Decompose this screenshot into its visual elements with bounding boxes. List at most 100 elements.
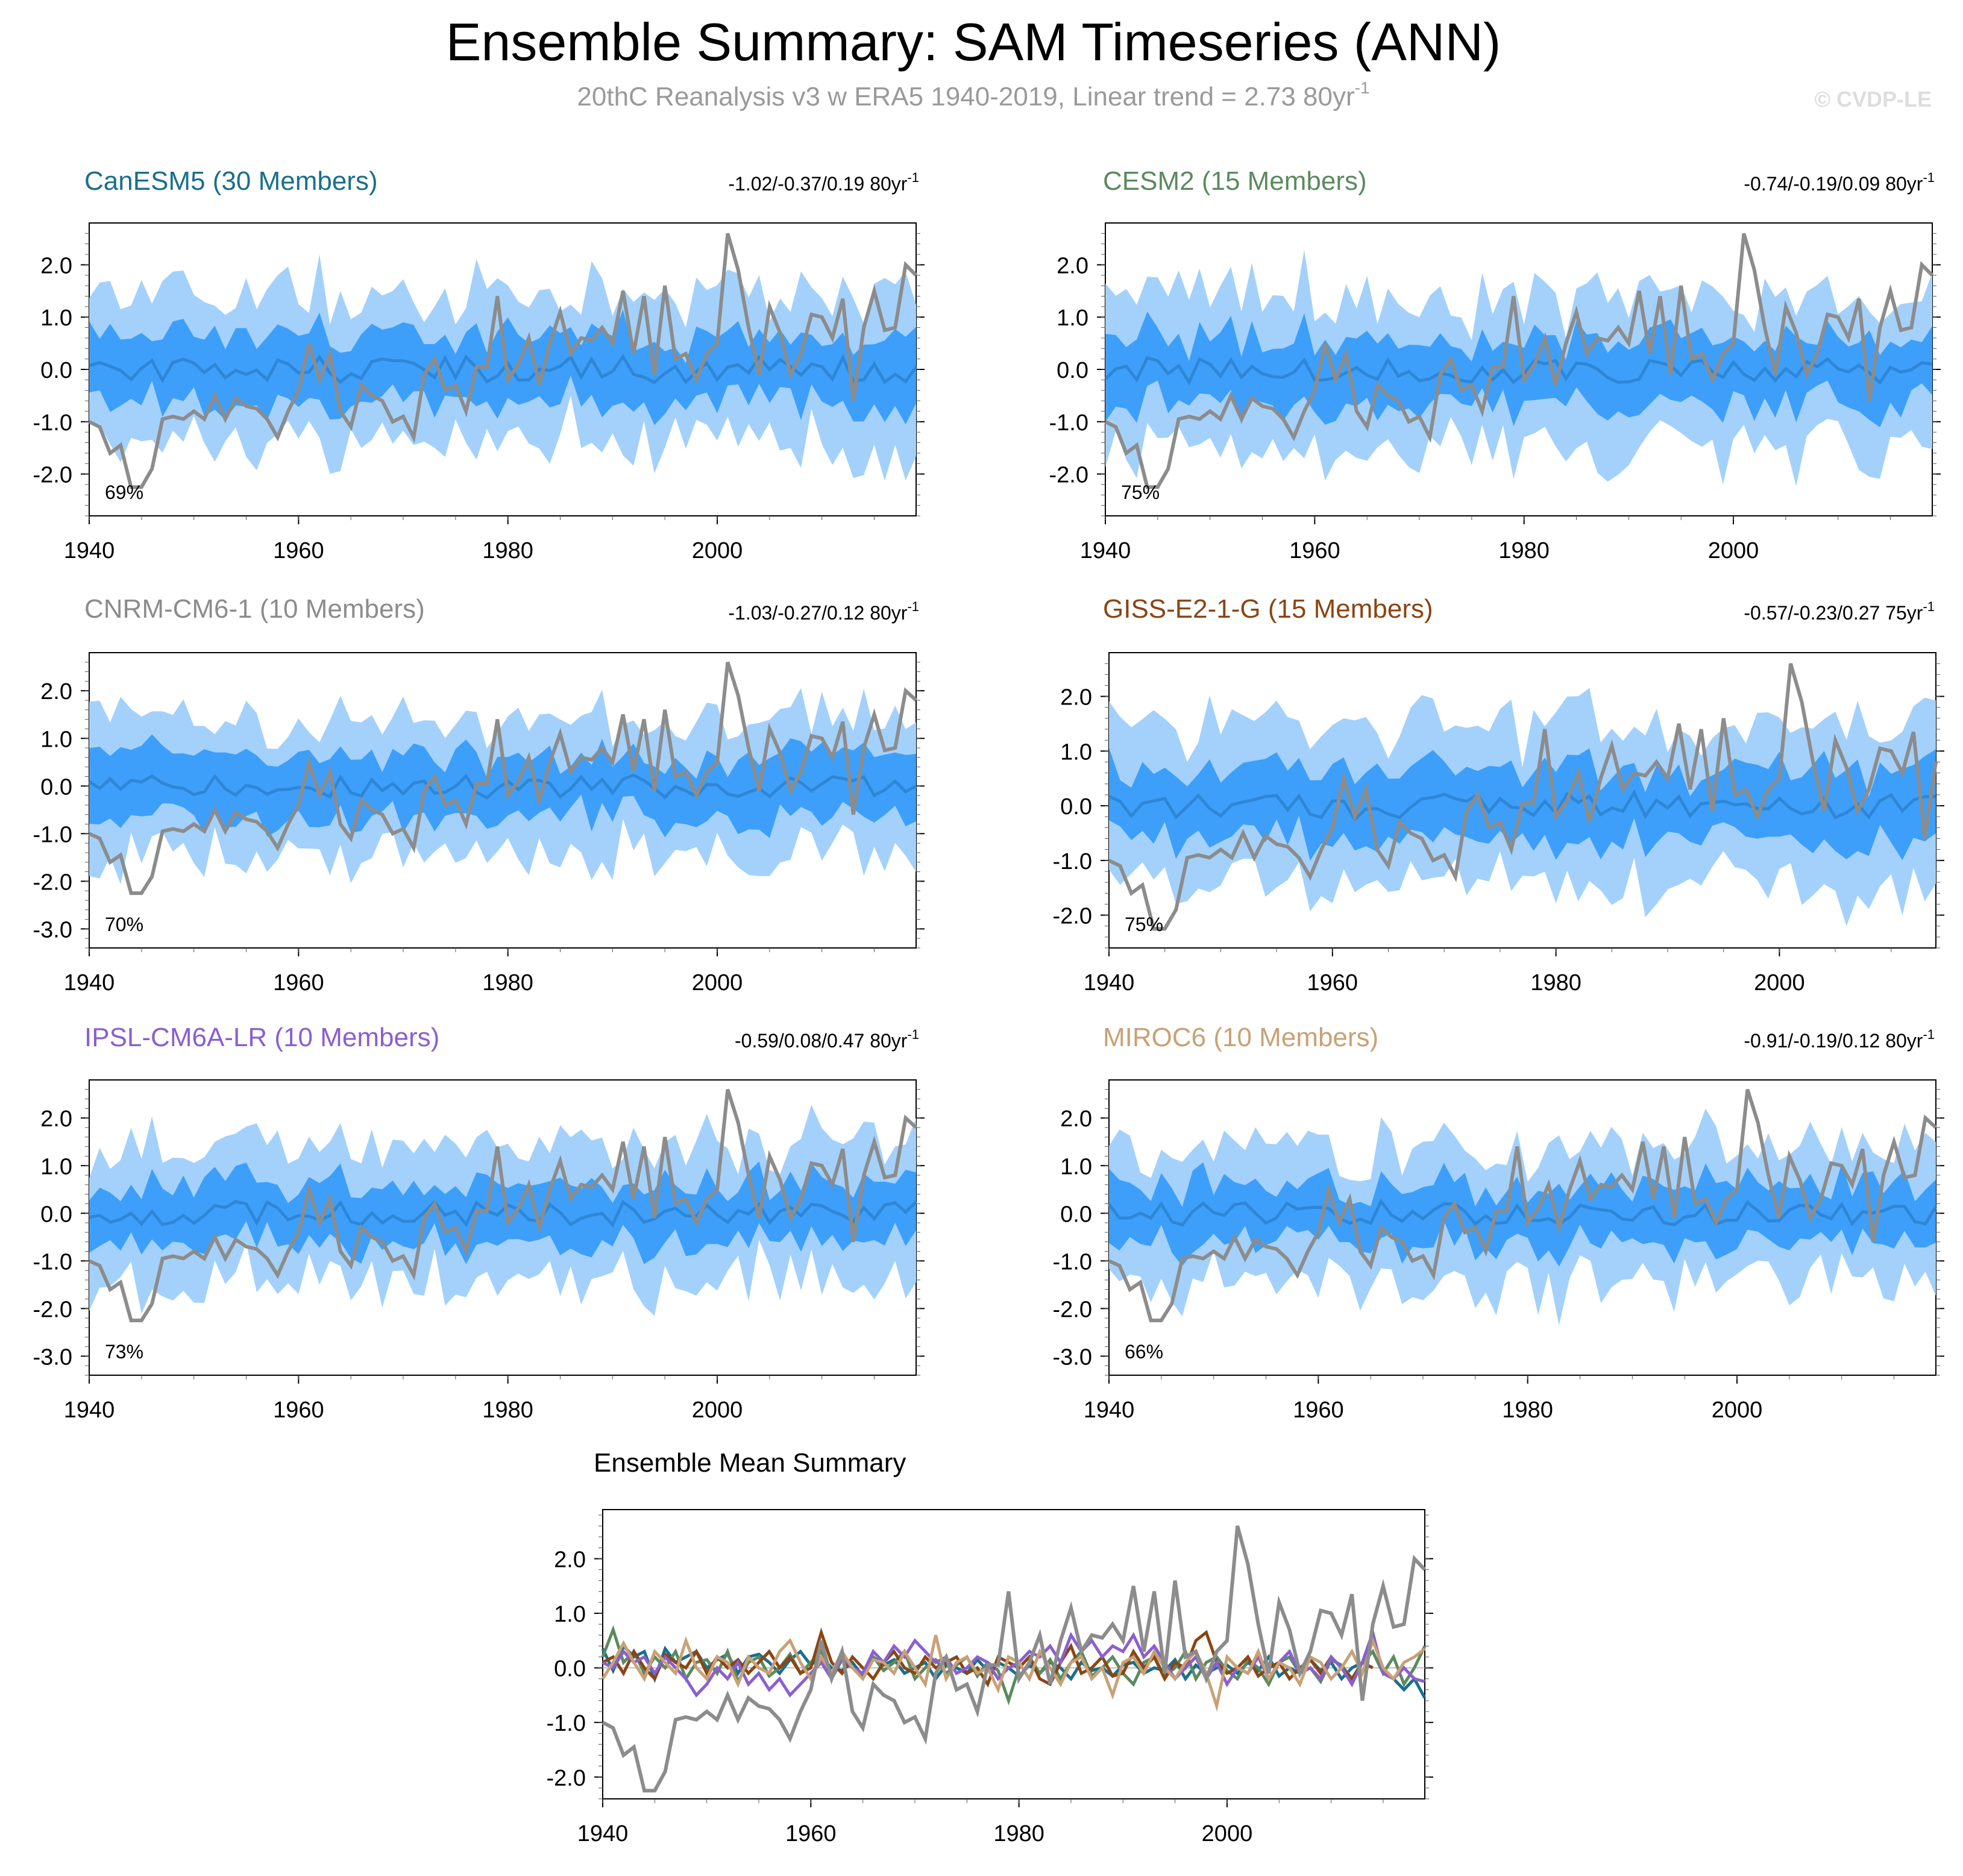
percentile-rank-label: 73% [105, 1341, 143, 1363]
model-mean-line [601, 1643, 1427, 1699]
percentile-rank-label: 75% [1125, 914, 1163, 935]
x-tick-label: 1940 [1080, 538, 1131, 563]
trend-range-superscript: -1 [907, 599, 919, 614]
y-tick-label: 2.0 [1060, 685, 1092, 711]
model-mean-line [601, 1627, 1374, 1688]
panel-title: GISS-E2-1-G (15 Members) [1103, 594, 1433, 624]
x-tick-label: 1940 [1084, 970, 1135, 996]
y-tick-label: 0.0 [1060, 794, 1092, 820]
trend-range-superscript: -1 [907, 170, 919, 185]
trend-range-text: -0.91/-0.19/0.12 80yr [1744, 1030, 1923, 1052]
observed-sam-line [88, 661, 918, 896]
model-panel: 2.0 1.0 0.0 -1.0 -2.0 -3.0 1940 1960 1980 2000 MIR… [1053, 1023, 1944, 1423]
model-mean-line [601, 1634, 1426, 1712]
y-tick-label: -1.0 [33, 822, 72, 847]
x-tick-label: 1960 [1293, 1398, 1344, 1423]
y-tick-label: 2.0 [554, 1548, 586, 1573]
y-tick-label: 2.0 [40, 253, 72, 278]
trend-range-text: -1.03/-0.27/0.12 80yr [728, 602, 907, 624]
summary-title: Ensemble Mean Summary [594, 1448, 906, 1478]
y-tick-label: 1.0 [40, 1154, 72, 1179]
y-tick-label: 0.0 [554, 1657, 586, 1682]
model-panel: 2.0 1.0 0.0 -1.0 -2.0 1940 1960 1980 2000 CanESM5… [33, 166, 925, 563]
y-tick-label: -1.0 [547, 1711, 586, 1736]
y-tick-label: 1.0 [554, 1602, 586, 1627]
y-tick-label: -2.0 [1053, 1297, 1092, 1322]
trend-range-label: -1.03/-0.27/0.12 80yr-1 [728, 599, 919, 624]
panel-title: CNRM-CM6-1 (10 Members) [84, 594, 425, 624]
x-tick-label: 2000 [1708, 538, 1759, 563]
x-tick-label: 1940 [64, 970, 115, 996]
y-tick-label: 1.0 [40, 306, 72, 331]
trend-range-label: -0.91/-0.19/0.12 80yr-1 [1744, 1027, 1935, 1052]
observed-sam-line [88, 1088, 918, 1323]
ensemble-mean-line [89, 354, 918, 384]
y-tick-label: 1.0 [40, 727, 72, 752]
x-tick-label: 1960 [1289, 538, 1340, 563]
y-tick-label: 1.0 [1057, 306, 1088, 331]
model-panel: 2.0 1.0 0.0 -1.0 -2.0 1940 1960 1980 2000 GISS-E2… [1053, 594, 1944, 996]
trend-range-text: -0.57/-0.23/0.27 75yr [1744, 602, 1923, 624]
observed-sam-line [1108, 1088, 1938, 1323]
model-panel: 2.0 1.0 0.0 -1.0 -2.0 -3.0 1940 1960 1980 2000 CNR… [33, 594, 925, 996]
x-tick-label: 1960 [273, 970, 324, 996]
trend-range-label: -0.57/-0.23/0.27 75yr-1 [1744, 599, 1935, 624]
x-tick-label: 1960 [785, 1821, 837, 1846]
trend-range-label: -1.02/-0.37/0.19 80yr-1 [728, 170, 919, 195]
percentile-rank-label: 66% [1125, 1341, 1163, 1363]
watermark: © CVDP-LE [1814, 87, 1932, 111]
y-tick-label: -3.0 [33, 917, 72, 943]
model-panel: 2.0 1.0 0.0 -1.0 -2.0 1940 1960 1980 2000 CESM2 (… [1049, 166, 1941, 563]
ensemble-mean-line [1104, 356, 1933, 386]
y-tick-label: -2.0 [33, 463, 72, 488]
figure-subtitle: 20thC Reanalysis v3 w ERA5 1940-2019, Li… [577, 78, 1369, 111]
percentile-rank-label: 75% [1121, 482, 1160, 503]
x-tick-label: 1980 [1530, 970, 1581, 996]
x-tick-label: 1980 [1498, 538, 1550, 563]
trend-range-label: -0.59/0.08/0.47 80yr-1 [735, 1027, 919, 1052]
ensemble-mean-line [88, 773, 917, 800]
panel-grid: 2.0 1.0 0.0 -1.0 -2.0 1940 1960 1980 2000 CanESM5… [33, 166, 1944, 1423]
y-tick-label: 0.0 [40, 774, 72, 800]
observed-sam-line [88, 233, 918, 489]
y-tick-label: -2.0 [547, 1766, 586, 1791]
x-tick-label: 1940 [577, 1821, 629, 1846]
y-tick-label: 2.0 [40, 679, 72, 704]
panel-title: MIROC6 (10 Members) [1103, 1023, 1378, 1052]
x-tick-label: 1960 [273, 1398, 324, 1423]
x-tick-label: 1940 [64, 1398, 115, 1423]
y-tick-label: 0.0 [40, 358, 72, 383]
y-tick-label: -1.0 [1053, 849, 1092, 874]
observed-sam-line [1108, 663, 1938, 931]
observed-sam-line [601, 1525, 1427, 1793]
x-tick-label: 2000 [1754, 970, 1805, 996]
x-tick-label: 2000 [1202, 1821, 1253, 1846]
y-tick-label: 0.0 [1057, 358, 1088, 383]
observed-sam-line [1104, 233, 1934, 489]
y-tick-label: 0.0 [1060, 1202, 1092, 1227]
x-tick-label: 1960 [1307, 970, 1358, 996]
ensemble-mean-line [89, 1199, 917, 1228]
y-tick-label: -2.0 [1053, 904, 1092, 929]
panel-title: IPSL-CM6A-LR (10 Members) [84, 1023, 439, 1052]
y-tick-label: -1.0 [1053, 1249, 1092, 1275]
y-tick-label: -3.0 [1053, 1344, 1092, 1370]
y-tick-label: -2.0 [33, 1297, 72, 1322]
percentile-rank-label: 70% [105, 914, 143, 935]
x-tick-label: 1980 [482, 1398, 533, 1423]
trend-range-text: -0.59/0.08/0.47 80yr [735, 1030, 908, 1052]
x-tick-label: 1980 [482, 970, 533, 996]
trend-range-superscript: -1 [1923, 1027, 1935, 1042]
y-tick-label: -3.0 [33, 1344, 72, 1370]
y-tick-label: -2.0 [1049, 463, 1088, 488]
y-tick-label: 0.0 [40, 1202, 72, 1227]
model-panel: 2.0 1.0 0.0 -1.0 -2.0 -3.0 1940 1960 1980 2000 IPS… [33, 1023, 925, 1423]
y-tick-label: -1.0 [33, 1249, 72, 1275]
y-tick-label: 2.0 [1057, 253, 1088, 278]
y-tick-label: 2.0 [1060, 1106, 1092, 1132]
trend-range-text: -1.02/-0.37/0.19 80yr [728, 173, 907, 195]
x-tick-label: 1960 [273, 538, 324, 563]
x-tick-label: 1980 [482, 538, 533, 563]
x-tick-label: 2000 [692, 538, 743, 563]
